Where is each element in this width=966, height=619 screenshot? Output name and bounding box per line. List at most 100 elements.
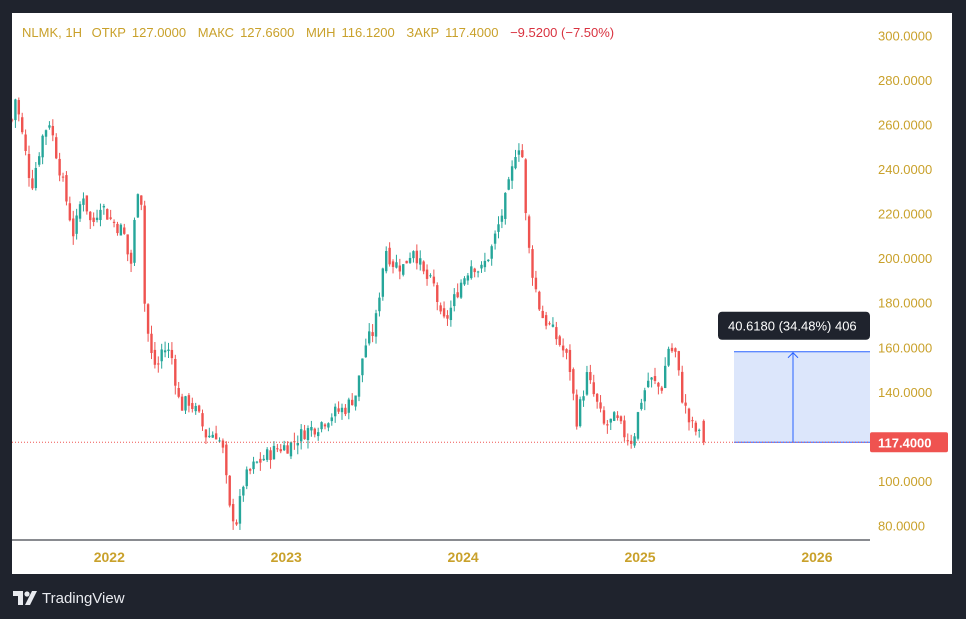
- candle-body[interactable]: [262, 458, 265, 461]
- candle-body[interactable]: [361, 358, 364, 376]
- candle-body[interactable]: [320, 422, 323, 430]
- candle-body[interactable]: [422, 261, 425, 272]
- candle-body[interactable]: [146, 304, 150, 334]
- candle-body[interactable]: [38, 156, 41, 165]
- candle-body[interactable]: [354, 395, 357, 407]
- candle-body[interactable]: [551, 324, 555, 327]
- candle-body[interactable]: [572, 369, 575, 394]
- candle-body[interactable]: [201, 413, 204, 427]
- candle-body[interactable]: [653, 376, 657, 381]
- candle-body[interactable]: [231, 504, 235, 522]
- candle-body[interactable]: [385, 250, 388, 272]
- candle-body[interactable]: [269, 450, 272, 461]
- candle-body[interactable]: [340, 407, 344, 413]
- candle-body[interactable]: [402, 264, 405, 275]
- candle-body[interactable]: [463, 278, 466, 285]
- candle-body[interactable]: [436, 285, 439, 303]
- candle-body[interactable]: [102, 205, 106, 208]
- candle-body[interactable]: [670, 347, 674, 352]
- candle-body[interactable]: [180, 396, 184, 411]
- candle-body[interactable]: [184, 396, 187, 411]
- candle-body[interactable]: [681, 371, 684, 403]
- candle-body[interactable]: [504, 192, 507, 219]
- candle-body[interactable]: [85, 195, 89, 212]
- candle-body[interactable]: [589, 372, 592, 381]
- candle-body[interactable]: [646, 380, 650, 388]
- candle-body[interactable]: [483, 260, 487, 268]
- candle-body[interactable]: [282, 445, 286, 451]
- price-chart[interactable]: 300.0000 280.0000 260.0000 240.0000 220.0000…: [12, 13, 952, 574]
- candle-body[interactable]: [327, 423, 330, 428]
- candle-body[interactable]: [368, 331, 371, 344]
- candle-body[interactable]: [698, 429, 701, 431]
- candle-body[interactable]: [476, 271, 480, 273]
- candle-body[interactable]: [310, 426, 313, 431]
- candle-body[interactable]: [143, 205, 146, 304]
- candle-body[interactable]: [456, 292, 459, 298]
- candle-body[interactable]: [561, 345, 565, 351]
- candle-body[interactable]: [432, 276, 436, 284]
- candle-body[interactable]: [191, 403, 194, 409]
- candle-body[interactable]: [252, 461, 255, 470]
- candle-body[interactable]: [44, 130, 48, 137]
- candle-body[interactable]: [609, 418, 612, 423]
- candle-body[interactable]: [364, 345, 368, 358]
- candle-body[interactable]: [702, 420, 705, 443]
- candle-body[interactable]: [228, 475, 231, 506]
- candle-body[interactable]: [347, 399, 351, 413]
- candle-body[interactable]: [72, 218, 75, 237]
- candle-body[interactable]: [351, 399, 354, 406]
- candle-body[interactable]: [58, 158, 61, 176]
- candle-body[interactable]: [507, 179, 510, 190]
- candle-body[interactable]: [65, 175, 68, 202]
- candle-body[interactable]: [395, 262, 398, 268]
- candle-body[interactable]: [31, 178, 34, 189]
- candle-body[interactable]: [555, 327, 558, 340]
- candle-body[interactable]: [660, 387, 663, 391]
- candle-body[interactable]: [89, 211, 92, 221]
- candle-body[interactable]: [408, 257, 412, 263]
- candle-body[interactable]: [544, 315, 548, 326]
- candle-body[interactable]: [106, 209, 109, 220]
- candle-body[interactable]: [558, 336, 561, 345]
- candle-body[interactable]: [459, 282, 463, 298]
- candle-body[interactable]: [214, 433, 218, 440]
- candle-body[interactable]: [51, 125, 55, 136]
- candle-body[interactable]: [412, 251, 415, 259]
- candle-body[interactable]: [194, 405, 197, 412]
- candle-body[interactable]: [405, 260, 408, 264]
- candle-body[interactable]: [333, 406, 337, 417]
- candle-body[interactable]: [378, 297, 381, 312]
- candle-body[interactable]: [119, 224, 123, 236]
- candle-body[interactable]: [510, 166, 514, 181]
- candle-body[interactable]: [667, 348, 670, 366]
- candle-body[interactable]: [27, 153, 31, 179]
- candle-body[interactable]: [599, 402, 602, 409]
- candle-body[interactable]: [568, 349, 572, 372]
- candle-body[interactable]: [500, 215, 504, 222]
- candle-body[interactable]: [24, 134, 27, 151]
- candle-body[interactable]: [109, 217, 112, 219]
- candle-body[interactable]: [371, 332, 374, 337]
- candle-body[interactable]: [534, 277, 538, 290]
- candle-body[interactable]: [381, 268, 385, 297]
- candle-body[interactable]: [150, 333, 153, 354]
- candle-body[interactable]: [323, 424, 327, 427]
- candle-body[interactable]: [650, 377, 653, 380]
- candle-body[interactable]: [643, 390, 646, 402]
- candle-body[interactable]: [592, 382, 595, 395]
- candle-body[interactable]: [174, 358, 177, 386]
- candle-body[interactable]: [524, 159, 527, 214]
- candle-body[interactable]: [595, 393, 599, 402]
- candle-body[interactable]: [12, 119, 14, 121]
- candle-body[interactable]: [61, 176, 65, 178]
- candle-body[interactable]: [616, 415, 619, 418]
- candle-body[interactable]: [398, 265, 402, 272]
- candle-body[interactable]: [663, 365, 667, 389]
- candle-body[interactable]: [197, 405, 201, 412]
- candle-body[interactable]: [14, 99, 17, 121]
- candle-body[interactable]: [687, 408, 691, 423]
- candle-body[interactable]: [204, 429, 208, 438]
- candle-body[interactable]: [694, 422, 698, 432]
- candle-body[interactable]: [629, 440, 633, 444]
